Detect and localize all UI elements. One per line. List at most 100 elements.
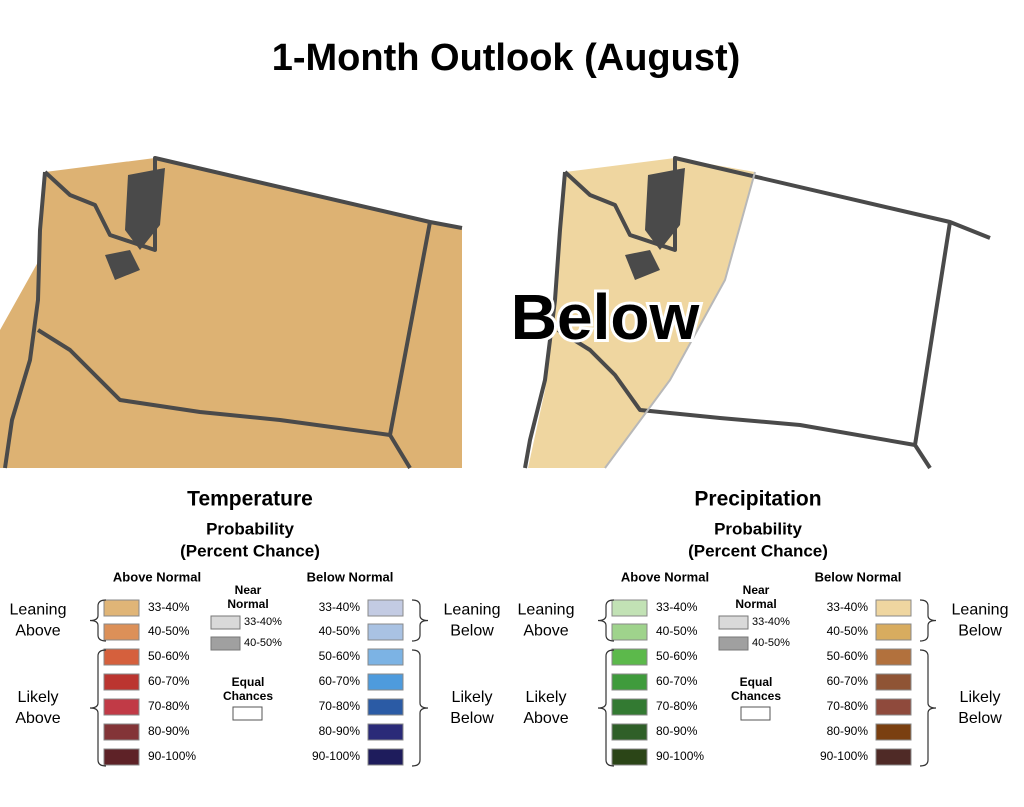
brace xyxy=(89,599,107,642)
swatch-label: 50-60% xyxy=(827,649,869,663)
swatch-label: 50-60% xyxy=(319,649,361,663)
brace xyxy=(411,649,429,767)
swatch xyxy=(103,748,140,766)
precipitation-map: Below xyxy=(508,156,991,470)
swatch-label: 90-100% xyxy=(148,749,196,763)
swatch xyxy=(611,723,648,741)
legend-subtitle: Probability xyxy=(206,519,294,538)
swatch-label: 60-70% xyxy=(827,674,869,688)
swatch-label: 70-80% xyxy=(319,699,361,713)
equal-heading: Chances xyxy=(223,689,273,703)
swatch-label: 70-80% xyxy=(148,699,190,713)
swatch-label: 80-90% xyxy=(319,724,361,738)
temperature-map xyxy=(0,156,463,470)
legend-subtitle: Probability xyxy=(714,519,802,538)
group-label: Above xyxy=(523,623,568,640)
swatch xyxy=(875,623,912,641)
swatch-label: 40-50% xyxy=(244,637,282,649)
equal-heading: Equal xyxy=(740,675,773,689)
below-heading: Below Normal xyxy=(815,569,902,584)
legend-subtitle: (Percent Chance) xyxy=(180,541,320,560)
swatch xyxy=(875,599,912,617)
swatch-label: 80-90% xyxy=(656,724,698,738)
equal-heading: Equal xyxy=(232,675,265,689)
swatch xyxy=(103,698,140,716)
above-heading: Above Normal xyxy=(113,569,201,584)
group-label: Leaning xyxy=(10,602,67,619)
legends: Temperature Probability (Percent Chance) Ab… xyxy=(10,488,1008,767)
swatch xyxy=(103,599,140,617)
legend: Temperature Probability (Percent Chance) Ab… xyxy=(10,488,501,767)
swatch xyxy=(611,623,648,641)
swatch-label: 90-100% xyxy=(656,749,704,763)
above-heading: Above Normal xyxy=(621,569,709,584)
swatch xyxy=(875,748,912,766)
swatch-label: 80-90% xyxy=(148,724,190,738)
group-label: Likely xyxy=(452,689,493,706)
swatch-label: 33-40% xyxy=(752,616,790,628)
swatch xyxy=(611,698,648,716)
swatch-label: 70-80% xyxy=(827,699,869,713)
legend-title: Precipitation xyxy=(694,488,821,511)
near-heading: Near xyxy=(235,583,262,597)
brace xyxy=(89,649,107,767)
legend: Precipitation Probability (Percent Chance)… xyxy=(518,488,1008,767)
swatch-label: 33-40% xyxy=(244,616,282,628)
swatch xyxy=(611,748,648,766)
swatch xyxy=(367,698,404,716)
swatch-label: 40-50% xyxy=(148,624,190,638)
swatch xyxy=(367,748,404,766)
swatch-label: 60-70% xyxy=(148,674,190,688)
swatch xyxy=(367,673,404,691)
swatch xyxy=(718,636,749,651)
swatch xyxy=(367,723,404,741)
legend-subtitle: (Percent Chance) xyxy=(688,541,828,560)
group-label: Likely xyxy=(18,689,59,706)
swatch-label: 33-40% xyxy=(319,600,361,614)
map-label: Below xyxy=(511,281,700,353)
group-label: Leaning xyxy=(444,602,501,619)
brace xyxy=(597,599,615,642)
slide-title: 1-Month Outlook (August) xyxy=(272,37,741,79)
swatch-label: 33-40% xyxy=(656,600,698,614)
swatch-label: 90-100% xyxy=(312,749,360,763)
group-label: Above xyxy=(15,623,60,640)
group-label: Below xyxy=(450,710,494,727)
swatch xyxy=(875,698,912,716)
group-label: Leaning xyxy=(518,602,575,619)
group-label: Above xyxy=(523,710,568,727)
swatch xyxy=(210,636,241,651)
legend-title: Temperature xyxy=(187,488,313,511)
near-heading: Normal xyxy=(735,597,776,611)
swatch xyxy=(232,706,263,721)
swatch xyxy=(103,723,140,741)
swatch xyxy=(718,615,749,630)
near-heading: Near xyxy=(743,583,770,597)
group-label: Above xyxy=(15,710,60,727)
swatch-label: 50-60% xyxy=(148,649,190,663)
swatch xyxy=(611,648,648,666)
group-label: Below xyxy=(958,623,1002,640)
equal-heading: Chances xyxy=(731,689,781,703)
group-label: Likely xyxy=(960,689,1001,706)
brace xyxy=(411,599,429,642)
swatch-label: 33-40% xyxy=(148,600,190,614)
brace xyxy=(919,599,937,642)
swatch xyxy=(210,615,241,630)
swatch-label: 40-50% xyxy=(656,624,698,638)
swatch xyxy=(367,623,404,641)
swatch-label: 40-50% xyxy=(752,637,790,649)
swatch xyxy=(103,648,140,666)
swatch-label: 70-80% xyxy=(656,699,698,713)
swatch xyxy=(103,673,140,691)
swatch xyxy=(875,673,912,691)
swatch-label: 60-70% xyxy=(656,674,698,688)
swatch-label: 50-60% xyxy=(656,649,698,663)
swatch xyxy=(611,673,648,691)
swatch-label: 90-100% xyxy=(820,749,868,763)
swatch xyxy=(611,599,648,617)
swatch-label: 60-70% xyxy=(319,674,361,688)
group-label: Likely xyxy=(526,689,567,706)
